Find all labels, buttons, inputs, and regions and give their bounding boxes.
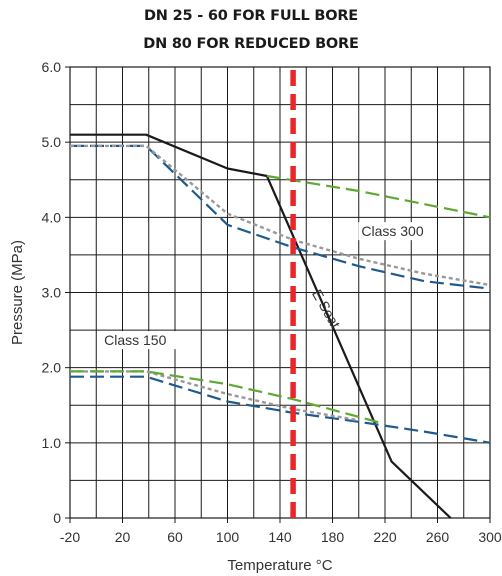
y-tick-label: 1.0 bbox=[42, 435, 62, 451]
x-tick-label: 20 bbox=[115, 529, 131, 545]
annotation-class-150-background bbox=[101, 331, 178, 350]
x-tick-label: 100 bbox=[216, 529, 240, 545]
x-tick-label: 220 bbox=[373, 529, 397, 545]
y-tick-label: 2.0 bbox=[42, 360, 62, 376]
chart-title-line-1: DN 25 - 60 FOR FULL BORE bbox=[143, 8, 359, 24]
annotation-class-300-background bbox=[358, 222, 435, 241]
x-tick-label: 300 bbox=[478, 529, 502, 545]
series-line-e-seat bbox=[70, 133, 452, 519]
x-tick-label: 60 bbox=[167, 529, 183, 545]
y-tick-label: 6.0 bbox=[42, 59, 62, 75]
series-line-4 bbox=[266, 174, 491, 219]
y-tick-label: 4.0 bbox=[42, 209, 62, 225]
series-line-7 bbox=[70, 370, 386, 426]
x-tick-label: 260 bbox=[426, 529, 450, 545]
y-tick-label: 3.0 bbox=[42, 285, 62, 301]
y-tick-label: 0 bbox=[53, 510, 61, 526]
x-tick-label: 140 bbox=[268, 529, 292, 545]
annotation-class-300: Class 300 bbox=[361, 223, 423, 239]
x-tick-label: 180 bbox=[321, 529, 345, 545]
y-tick-label: 5.0 bbox=[42, 134, 62, 150]
y-axis-label: Pressure (MPa) bbox=[9, 240, 26, 345]
x-tick-label: -20 bbox=[60, 529, 80, 545]
annotation-class-150: Class 150 bbox=[104, 332, 166, 348]
x-axis-label: Temperature °C bbox=[227, 557, 332, 574]
chart-title-line-2: DN 80 FOR REDUCED BORE bbox=[143, 36, 359, 52]
